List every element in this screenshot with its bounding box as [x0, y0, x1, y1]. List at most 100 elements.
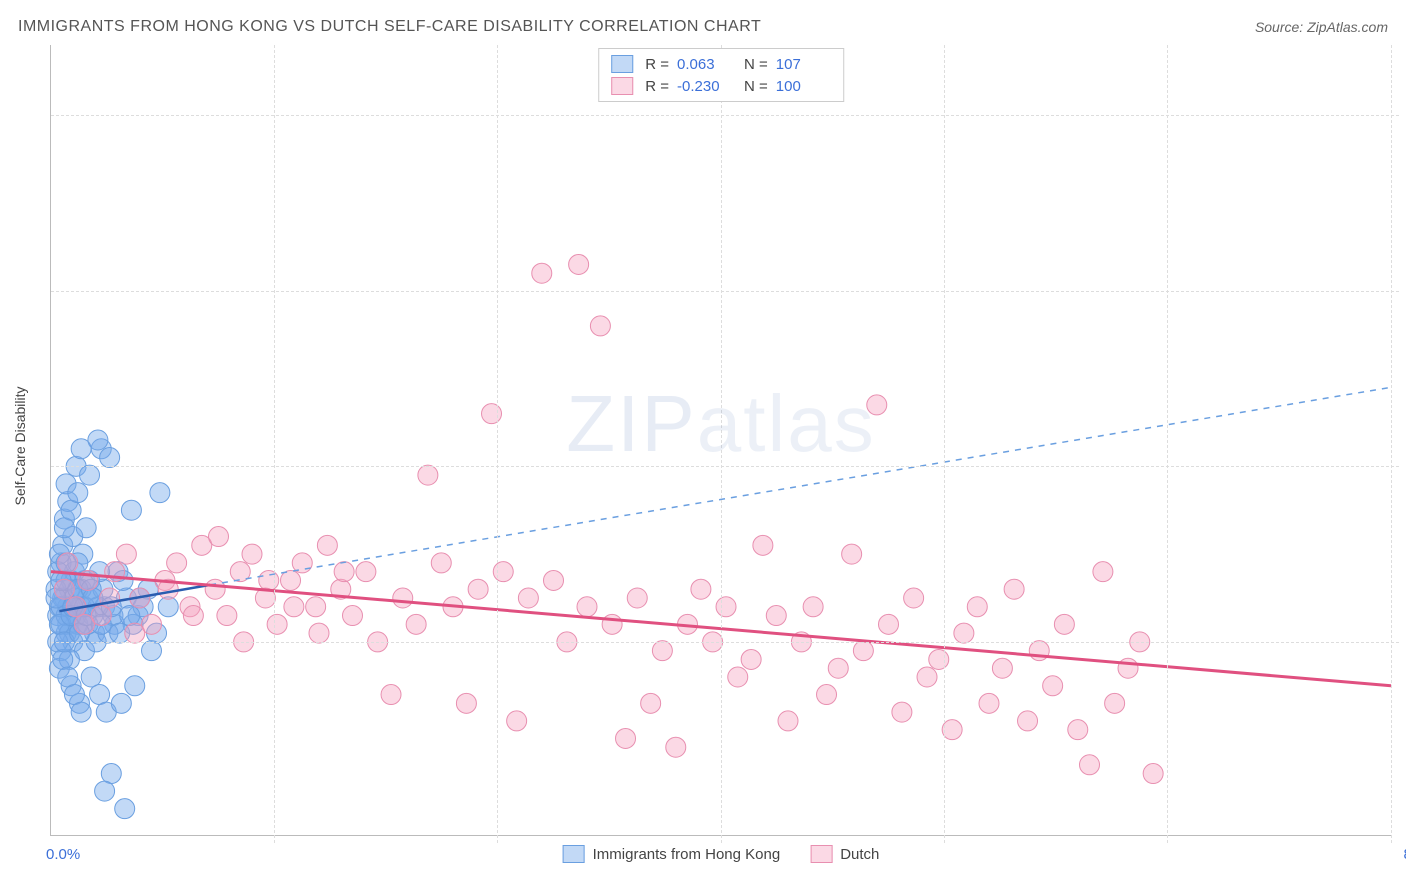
series-legend: Immigrants from Hong Kong Dutch	[563, 845, 880, 863]
scatter-point-hongkong	[95, 781, 115, 801]
scatter-point-dutch	[942, 720, 962, 740]
scatter-point-dutch	[1018, 711, 1038, 731]
stat-r-label: R =	[645, 56, 669, 73]
scatter-point-dutch	[217, 606, 237, 626]
scatter-point-dutch	[167, 553, 187, 573]
scatter-point-dutch	[356, 562, 376, 582]
scatter-point-dutch	[1068, 720, 1088, 740]
scatter-point-dutch	[778, 711, 798, 731]
scatter-point-dutch	[418, 465, 438, 485]
gridline-vertical	[944, 45, 945, 843]
gridline-vertical	[721, 45, 722, 843]
scatter-point-hongkong	[68, 483, 88, 503]
scatter-point-dutch	[992, 658, 1012, 678]
legend-stat-row-hongkong: R =0.063N =107	[611, 53, 831, 75]
scatter-point-hongkong	[125, 676, 145, 696]
scatter-point-dutch	[267, 614, 287, 634]
gridline-horizontal	[51, 466, 1399, 467]
scatter-point-dutch	[343, 606, 363, 626]
scatter-point-dutch	[967, 597, 987, 617]
stat-r-value: 0.063	[677, 56, 732, 73]
scatter-point-hongkong	[76, 518, 96, 538]
x-axis-min-label: 0.0%	[46, 846, 80, 863]
scatter-point-hongkong	[142, 641, 162, 661]
scatter-point-dutch	[879, 614, 899, 634]
scatter-point-hongkong	[158, 597, 178, 617]
legend-series-item: Dutch	[810, 845, 879, 863]
legend-swatch	[563, 845, 585, 863]
scatter-point-dutch	[1080, 755, 1100, 775]
legend-stat-row-dutch: R =-0.230N =100	[611, 75, 831, 97]
scatter-point-dutch	[1143, 764, 1163, 784]
scatter-point-dutch	[54, 579, 74, 599]
scatter-point-dutch	[317, 535, 337, 555]
scatter-point-dutch	[381, 685, 401, 705]
scatter-point-hongkong	[53, 649, 73, 669]
trend-extension-hongkong	[210, 387, 1391, 584]
legend-series-label: Dutch	[840, 846, 879, 863]
scatter-point-dutch	[406, 614, 426, 634]
scatter-point-hongkong	[80, 465, 100, 485]
scatter-point-dutch	[904, 588, 924, 608]
legend-series-item: Immigrants from Hong Kong	[563, 845, 781, 863]
scatter-point-dutch	[468, 579, 488, 599]
scatter-point-dutch	[853, 641, 873, 661]
scatter-point-dutch	[334, 562, 354, 582]
scatter-point-dutch	[1054, 614, 1074, 634]
scatter-point-dutch	[892, 702, 912, 722]
stat-n-value: 100	[776, 78, 831, 95]
plot-area: ZIPatlas R =0.063N =107R =-0.230N =100 0…	[50, 45, 1391, 836]
scatter-point-hongkong	[71, 439, 91, 459]
scatter-point-hongkong	[64, 685, 84, 705]
scatter-point-dutch	[929, 649, 949, 669]
scatter-point-hongkong	[58, 667, 78, 687]
gridline-horizontal	[51, 115, 1399, 116]
scatter-point-hongkong	[54, 518, 74, 538]
scatter-point-dutch	[616, 728, 636, 748]
scatter-point-dutch	[954, 623, 974, 643]
scatter-point-dutch	[1118, 658, 1138, 678]
scatter-point-hongkong	[61, 500, 81, 520]
source-attribution: Source: ZipAtlas.com	[1255, 19, 1388, 35]
scatter-point-dutch	[393, 588, 413, 608]
scatter-point-dutch	[116, 544, 136, 564]
scatter-point-dutch	[125, 623, 145, 643]
scatter-point-dutch	[652, 641, 672, 661]
scatter-point-dutch	[532, 263, 552, 283]
scatter-point-hongkong	[71, 702, 91, 722]
scatter-point-dutch	[867, 395, 887, 415]
scatter-point-dutch	[544, 570, 564, 590]
stat-r-value: -0.230	[677, 78, 732, 95]
scatter-point-dutch	[1004, 579, 1024, 599]
scatter-point-dutch	[1043, 676, 1063, 696]
scatter-point-dutch	[753, 535, 773, 555]
scatter-point-hongkong	[111, 693, 131, 713]
scatter-point-dutch	[482, 404, 502, 424]
legend-swatch	[810, 845, 832, 863]
scatter-point-dutch	[716, 597, 736, 617]
scatter-point-dutch	[917, 667, 937, 687]
stat-n-value: 107	[776, 56, 831, 73]
scatter-point-dutch	[766, 606, 786, 626]
scatter-point-dutch	[507, 711, 527, 731]
scatter-point-dutch	[569, 254, 589, 274]
scatter-point-dutch	[641, 693, 661, 713]
gridline-vertical	[497, 45, 498, 843]
legend-swatch	[611, 77, 633, 95]
scatter-point-dutch	[828, 658, 848, 678]
scatter-point-dutch	[259, 570, 279, 590]
scatter-point-dutch	[590, 316, 610, 336]
scatter-point-dutch	[284, 597, 304, 617]
scatter-point-dutch	[728, 667, 748, 687]
scatter-point-dutch	[1093, 562, 1113, 582]
scatter-point-dutch	[209, 527, 229, 547]
scatter-point-dutch	[979, 693, 999, 713]
gridline-vertical	[274, 45, 275, 843]
scatter-point-dutch	[817, 685, 837, 705]
stat-n-label: N =	[744, 78, 768, 95]
gridline-vertical	[1391, 45, 1392, 843]
scatter-point-hongkong	[81, 667, 101, 687]
scatter-point-hongkong	[90, 685, 110, 705]
scatter-point-dutch	[58, 553, 78, 573]
scatter-point-hongkong	[101, 764, 121, 784]
